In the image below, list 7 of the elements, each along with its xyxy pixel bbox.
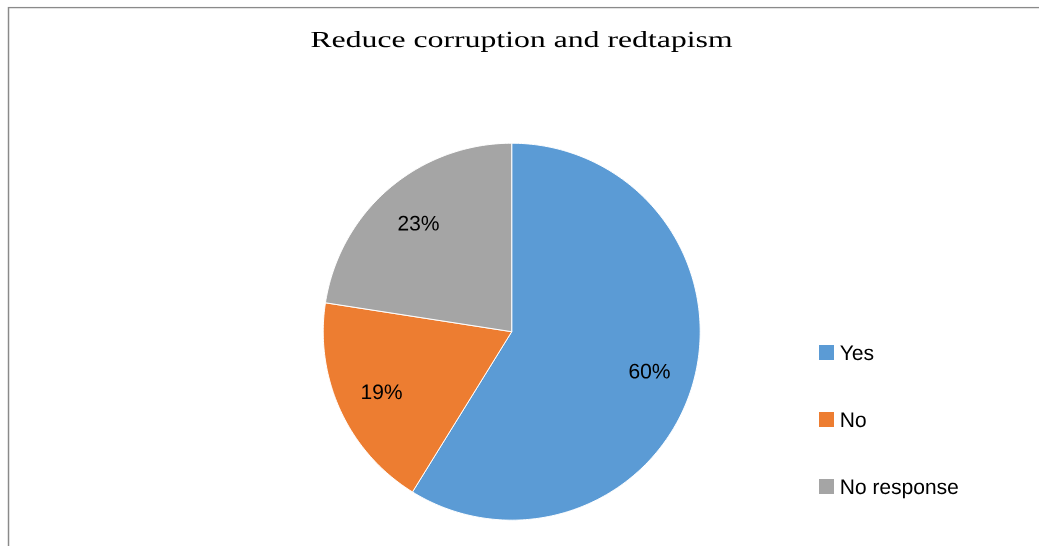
chart-title: Reduce corruption and redtapism: [311, 31, 733, 52]
data-label: 23%: [398, 215, 439, 231]
legend-label: No: [841, 412, 866, 428]
data-label: 60%: [629, 363, 670, 379]
data-label: 19%: [362, 384, 402, 400]
legend-label: No response: [841, 479, 958, 499]
legend-label: Yes: [840, 345, 874, 361]
